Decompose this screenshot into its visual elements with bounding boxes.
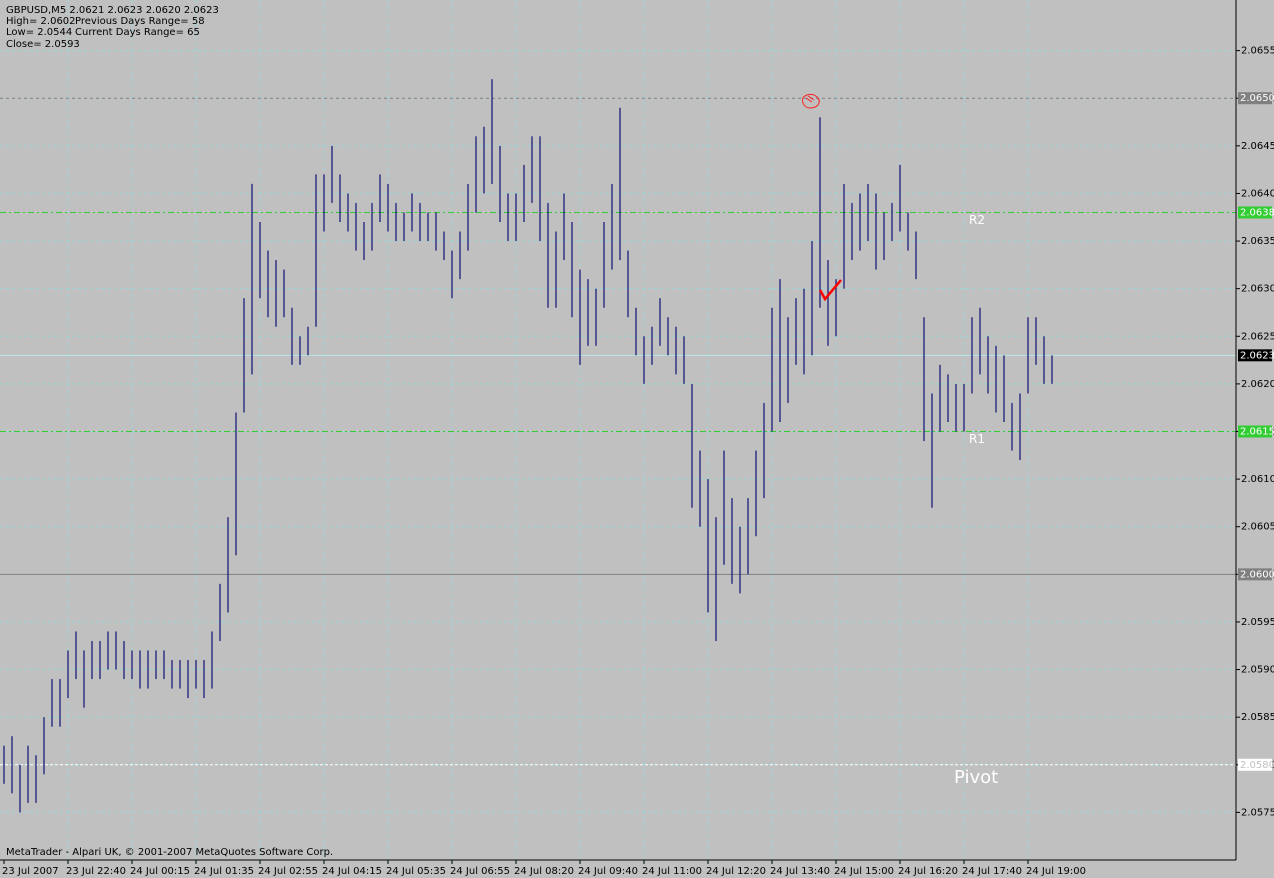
y-tick-label: 2.0655 (1241, 46, 1274, 57)
level-label: 2.0650 (1240, 93, 1274, 104)
x-tick-label: 24 Jul 11:00 (642, 866, 702, 877)
x-tick-label: 24 Jul 16:20 (898, 866, 958, 877)
x-tick-label: 24 Jul 12:20 (706, 866, 766, 877)
y-tick-label: 2.0625 (1241, 331, 1274, 342)
level-name: R1 (969, 432, 985, 446)
level-label-box (1238, 758, 1272, 771)
x-tick-label: 24 Jul 15:00 (834, 866, 894, 877)
x-tick-label: 24 Jul 05:35 (386, 866, 446, 877)
x-tick-label: 24 Jul 09:40 (578, 866, 638, 877)
level-label-box (1238, 568, 1272, 581)
x-tick-label: 24 Jul 08:20 (514, 866, 574, 877)
info-text: Close= 2.0593 (6, 39, 80, 50)
level-label: 2.0580 (1240, 760, 1274, 771)
labels: 2.0575 2.0580 2.0585 2.0590 2.0595 2.0600 2.06… (2, 46, 1274, 877)
signal-check-icon (818, 279, 842, 302)
level-label: 2.0623 (1240, 350, 1274, 361)
x-tick-label: 24 Jul 19:00 (1026, 866, 1086, 877)
y-tick-label: 2.0630 (1241, 284, 1274, 295)
x-tick-label: 23 Jul 22:40 (66, 866, 126, 877)
x-tick-label: 24 Jul 00:15 (130, 866, 190, 877)
y-tick-label: 2.0595 (1241, 617, 1274, 628)
x-tick-label: 24 Jul 04:15 (322, 866, 382, 877)
y-tick-label: 2.0575 (1241, 807, 1274, 818)
info-text: Low= 2.0544 (6, 27, 72, 38)
level-label-box (1238, 92, 1272, 105)
levels (0, 97, 1236, 766)
level-label: 2.0600 (1240, 569, 1274, 580)
y-tick-label: 2.0640 (1241, 188, 1274, 199)
x-tick-label: 23 Jul 2007 (2, 866, 59, 877)
y-tick-label: 2.0620 (1241, 379, 1274, 390)
y-tick-label: 2.0610 (1241, 474, 1274, 485)
x-tick-label: 24 Jul 13:40 (770, 866, 830, 877)
y-tick-label: 2.0585 (1241, 712, 1274, 723)
x-tick-label: 24 Jul 01:35 (194, 866, 254, 877)
signal-hand-icon (802, 93, 820, 109)
y-tick-label: 2.0635 (1241, 236, 1274, 247)
bars (3, 79, 1053, 813)
level-label-box (1238, 349, 1272, 362)
footer: MetaTrader - Alpari UK, © 2001-2007 Meta… (6, 847, 333, 858)
x-tick-label: 24 Jul 17:40 (962, 866, 1022, 877)
info-text: High= 2.0602 (6, 16, 76, 27)
x-tick-label: 24 Jul 06:55 (450, 866, 510, 877)
info-text: Previous Days Range= 58 (75, 16, 205, 27)
level-label: 2.0638 (1240, 207, 1274, 218)
level-label-box (1238, 425, 1272, 438)
y-tick-label: 2.0605 (1241, 522, 1274, 533)
y-tick-label: 2.0590 (1241, 665, 1274, 676)
level-name: Pivot (954, 767, 998, 788)
level-label-box (1238, 206, 1272, 219)
x-tick-label: 24 Jul 02:55 (258, 866, 318, 877)
y-tick-label: 2.0645 (1241, 141, 1274, 152)
chart-title: GBPUSD,M5 2.0621 2.0623 2.0620 2.0623 (6, 5, 219, 16)
level-name: R2 (969, 213, 985, 227)
level-label: 2.0615 (1240, 427, 1274, 438)
info-text: Current Days Range= 65 (75, 27, 200, 38)
